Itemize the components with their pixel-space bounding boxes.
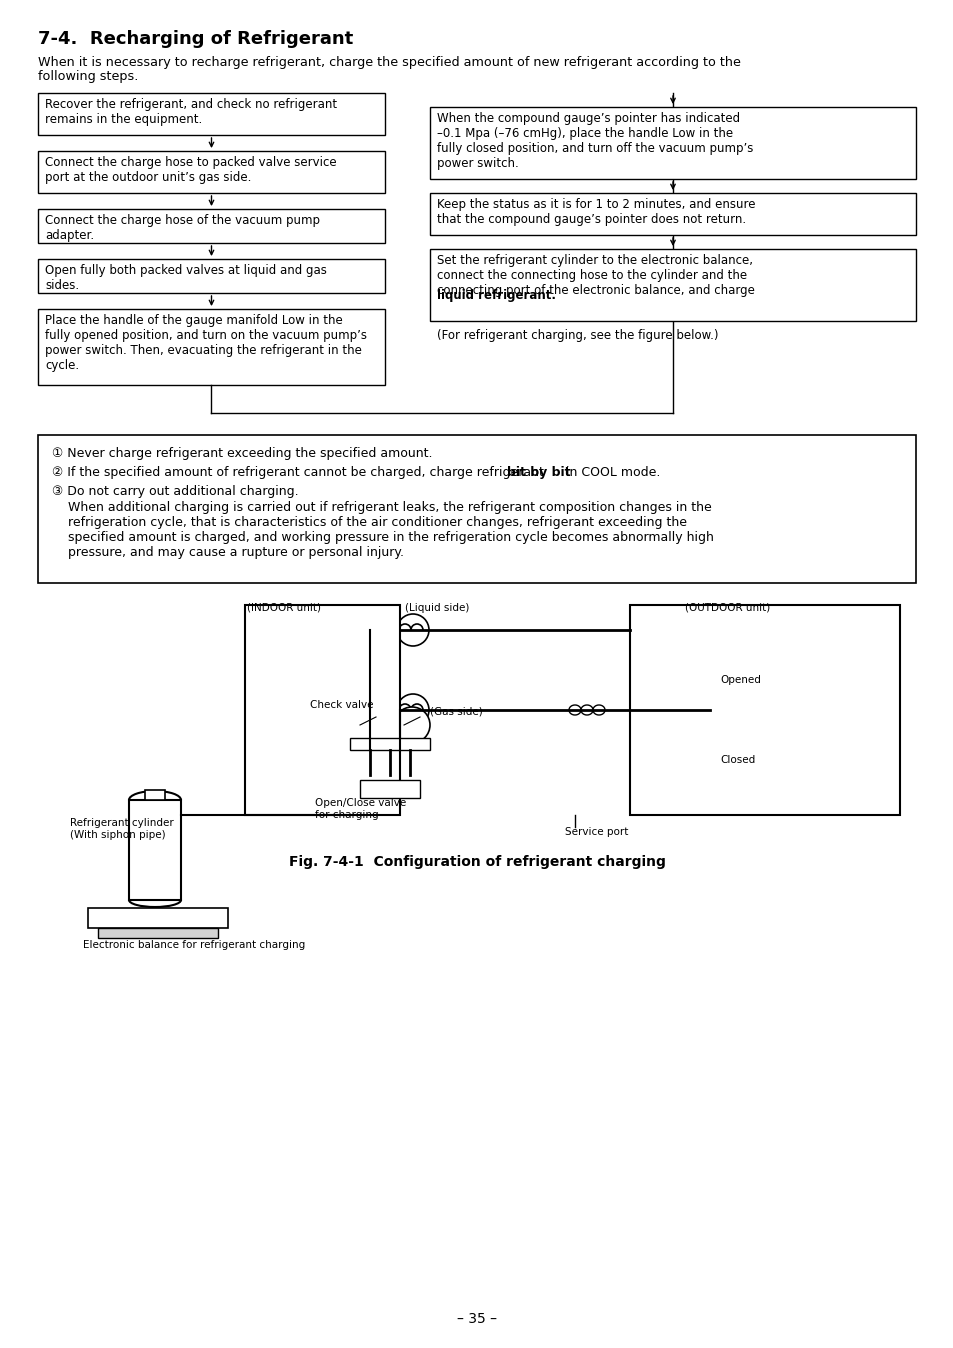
Ellipse shape [129,791,181,809]
Text: Place the handle of the gauge manifold Low in the
fully opened position, and tur: Place the handle of the gauge manifold L… [45,314,367,372]
Circle shape [350,706,386,743]
Bar [38,151,385,193]
Text: ② If the specified amount of refrigerant cannot be charged, charge refrigerant: ② If the specified amount of refrigerant… [52,466,547,479]
Text: liquid refrigerant.: liquid refrigerant. [436,288,556,302]
Text: (Liquid side): (Liquid side) [405,603,469,613]
Text: Refrigerant cylinder
(With siphon pipe): Refrigerant cylinder (With siphon pipe) [70,818,173,840]
Text: bit by bit: bit by bit [506,466,570,479]
Text: ③ Do not carry out additional charging.: ③ Do not carry out additional charging. [52,485,298,497]
Bar [38,209,385,243]
Bar [430,106,915,179]
Bar [38,259,385,293]
Text: 7-4.  Recharging of Refrigerant: 7-4. Recharging of Refrigerant [38,30,353,49]
Bar [88,909,228,927]
Text: – 35 –: – 35 – [456,1312,497,1326]
Text: Electronic balance for refrigerant charging: Electronic balance for refrigerant charg… [83,940,305,950]
Circle shape [394,706,430,743]
Bar [350,737,430,749]
Bar [430,249,915,321]
Bar [38,309,385,386]
Text: (OUTDOOR unit): (OUTDOOR unit) [684,603,769,613]
Text: (Gas side): (Gas side) [430,706,482,717]
Text: Connect the charge hose of the vacuum pump
adapter.: Connect the charge hose of the vacuum pu… [45,214,319,243]
Bar [145,790,165,799]
Text: Check valve: Check valve [310,700,374,710]
Text: When it is necessary to recharge refrigerant, charge the specified amount of new: When it is necessary to recharge refrige… [38,57,740,69]
Bar [359,780,419,798]
Text: Open fully both packed valves at liquid and gas
sides.: Open fully both packed valves at liquid … [45,264,327,293]
Bar [245,605,399,816]
Bar [38,93,385,135]
Text: Fig. 7-4-1  Configuration of refrigerant charging: Fig. 7-4-1 Configuration of refrigerant … [288,855,665,869]
Text: When the compound gauge’s pointer has indicated
–0.1 Mpa (–76 cmHg), place the h: When the compound gauge’s pointer has in… [436,112,753,170]
Text: Set the refrigerant cylinder to the electronic balance,
connect the connecting h: Set the refrigerant cylinder to the elec… [436,253,754,311]
Text: Keep the status as it is for 1 to 2 minutes, and ensure
that the compound gauge’: Keep the status as it is for 1 to 2 minu… [436,198,755,226]
Text: ① Never charge refrigerant exceeding the specified amount.: ① Never charge refrigerant exceeding the… [52,448,432,460]
Text: in COOL mode.: in COOL mode. [561,466,659,479]
Text: (For refrigerant charging, see the figure below.): (For refrigerant charging, see the figur… [436,329,718,342]
Text: Opened: Opened [720,675,760,685]
Text: When additional charging is carried out if refrigerant leaks, the refrigerant co: When additional charging is carried out … [68,501,713,559]
Text: (INDOOR unit): (INDOOR unit) [247,603,320,613]
Bar [38,435,915,582]
Bar [129,799,181,900]
Ellipse shape [129,892,181,907]
Bar [629,605,899,816]
Text: Closed: Closed [720,755,755,766]
Text: Recover the refrigerant, and check no refrigerant
remains in the equipment.: Recover the refrigerant, and check no re… [45,98,336,125]
Text: Open/Close valve
for charging: Open/Close valve for charging [314,798,406,820]
Bar [430,193,915,235]
Bar [98,927,218,938]
Text: Connect the charge hose to packed valve service
port at the outdoor unit’s gas s: Connect the charge hose to packed valve … [45,156,336,183]
Text: Service port: Service port [564,828,628,837]
Text: following steps.: following steps. [38,70,138,84]
